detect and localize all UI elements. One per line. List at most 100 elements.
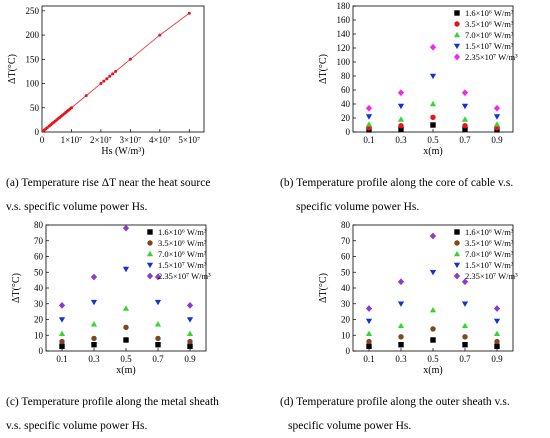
chart-d-panel: 0.1 0.3 0.5 0.7 0.9 0 10 20 30 40 50 60 70 80 ΔT(°C) x(… bbox=[275, 219, 550, 438]
chart-b-legend-label-4: 2.35×10⁷ W/m³ bbox=[465, 52, 518, 62]
chart-a-plot-frame bbox=[41, 5, 205, 133]
chart-d-caption: (d) Temperature profile along the outer … bbox=[280, 390, 510, 438]
chart-d-series-3 bbox=[365, 269, 501, 325]
chart-d-y-tick-label-3: 30 bbox=[341, 299, 351, 309]
chart-b-y-tick-label-7: 140 bbox=[337, 29, 351, 39]
chart-b-caption-line1: (b) Temperature profile along the core o… bbox=[280, 177, 514, 189]
chart-c-y-tick-label-3: 30 bbox=[34, 299, 44, 309]
chart-d-series-3-point-0 bbox=[365, 318, 373, 325]
chart-a-x-axis-title: Hs (W/m³) bbox=[101, 146, 144, 157]
chart-a-panel: 0 1×10⁷ 2×10⁷ 3×10⁷ 4×10⁷ 5×10⁷ 0 50 100 150 200 25… bbox=[0, 0, 275, 219]
chart-d-x-tick-label-1: 0.3 bbox=[395, 354, 407, 364]
chart-c-legend-marker-1 bbox=[147, 240, 153, 246]
chart-b-series-3 bbox=[365, 73, 501, 120]
chart-b-series-3-point-1 bbox=[397, 103, 405, 110]
chart-d-x-tick-label-0: 0.1 bbox=[363, 354, 374, 364]
chart-a-y-tick-label-0: 0 bbox=[35, 127, 40, 137]
chart-d-series-1-point-4 bbox=[494, 338, 500, 345]
chart-a-point-20 bbox=[84, 94, 88, 98]
chart-c-legend-label-0: 1.6×10⁶ W/m³ bbox=[158, 227, 207, 237]
chart-c-series-4-point-4 bbox=[186, 301, 194, 309]
chart-a-point-19 bbox=[69, 106, 73, 110]
chart-b-legend-label-2: 7.0×10⁶ W/m³ bbox=[465, 30, 514, 40]
chart-c-series-0-point-1 bbox=[91, 342, 97, 348]
chart-b-series-1-point-3 bbox=[462, 123, 468, 129]
chart-c-legend-label-1: 3.5×10⁶ W/m³ bbox=[158, 238, 207, 248]
chart-d-series-2 bbox=[365, 306, 501, 336]
chart-c-series-4-point-0 bbox=[58, 301, 66, 309]
chart-b-series-3-point-4 bbox=[493, 114, 501, 120]
chart-b-y-tick-label-4: 80 bbox=[341, 71, 351, 81]
chart-d-series-2-point-2 bbox=[429, 306, 437, 313]
chart-b-y-tick-label-6: 120 bbox=[337, 43, 351, 53]
chart-b-series-2-point-3 bbox=[461, 116, 469, 122]
chart-b-legend-marker-1 bbox=[454, 21, 460, 27]
chart-d-series-2-point-3 bbox=[461, 322, 469, 329]
chart-c-y-axis-title: ΔT(°C) bbox=[11, 273, 22, 303]
chart-c-x-tick-label-0: 0.1 bbox=[56, 354, 67, 364]
chart-c-series-1-point-0 bbox=[59, 338, 65, 345]
chart-c-series-3-point-3 bbox=[154, 299, 162, 306]
chart-a-y-tick-label-1: 50 bbox=[30, 103, 40, 113]
chart-b-legend-marker-0 bbox=[454, 10, 460, 16]
chart-c-series-2-point-0 bbox=[58, 330, 66, 336]
chart-c-x-tick-label-1: 0.3 bbox=[88, 354, 100, 364]
chart-d-legend-marker-4 bbox=[453, 272, 461, 280]
chart-a-x-tick-label-0: 0 bbox=[40, 135, 45, 145]
chart-d-legend-label-1: 3.5×10⁶ W/m³ bbox=[465, 238, 514, 248]
chart-b-x-tick-label-4: 0.9 bbox=[491, 135, 503, 145]
chart-d-x-tick-label-2: 0.5 bbox=[427, 354, 439, 364]
chart-b-series-1-point-2 bbox=[430, 114, 436, 121]
chart-a-y-tick-label-2: 100 bbox=[26, 79, 40, 89]
chart-c-series-4 bbox=[58, 224, 194, 309]
chart-c-series-2-point-3 bbox=[154, 321, 162, 327]
chart-a-point-27 bbox=[128, 57, 132, 61]
chart-c-y-tick-label-1: 10 bbox=[34, 330, 44, 340]
chart-d-series-4-point-4 bbox=[493, 305, 501, 312]
chart-a-point-22 bbox=[102, 79, 106, 83]
chart-d-series-0 bbox=[366, 337, 500, 349]
chart-d-series-4-point-3 bbox=[461, 278, 469, 286]
chart-b-y-tick-label-3: 60 bbox=[341, 85, 351, 95]
chart-b-series-0-point-2 bbox=[430, 122, 436, 128]
chart-c-series-3-point-4 bbox=[186, 317, 194, 323]
chart-c-legend-marker-3 bbox=[146, 262, 154, 269]
chart-c-series-0-point-4 bbox=[187, 343, 193, 349]
chart-b-y-tick-label-9: 180 bbox=[337, 1, 351, 11]
chart-c-y-tick-label-7: 70 bbox=[34, 236, 44, 246]
chart-d-legend-label-4: 2.35×10⁷ W/m³ bbox=[465, 271, 518, 281]
chart-c-series-2-point-4 bbox=[186, 330, 194, 336]
chart-c-x-axis-title: x(m) bbox=[116, 365, 135, 376]
chart-c-series-0-point-3 bbox=[155, 342, 161, 348]
chart-d-series-0-point-1 bbox=[398, 342, 404, 348]
chart-b-series-2-point-0 bbox=[365, 121, 373, 127]
chart-c-caption-line2: v.s. specific volume power Hs. bbox=[6, 420, 148, 432]
chart-d-series-1-point-3 bbox=[462, 334, 468, 340]
chart-c-y-tick-label-6: 60 bbox=[34, 252, 44, 262]
chart-a-y-tick-label-3: 150 bbox=[26, 54, 40, 64]
chart-c-y-tick-label-5: 50 bbox=[34, 267, 44, 277]
chart-b-series-4-point-0 bbox=[365, 104, 373, 112]
chart-d-series-1-point-1 bbox=[398, 334, 404, 340]
chart-d-y-tick-label-4: 40 bbox=[341, 283, 351, 293]
chart-a-caption: (a) Temperature rise ΔT near the heat so… bbox=[6, 171, 210, 219]
chart-a-x-tick-label-2: 2×10⁷ bbox=[90, 135, 112, 145]
chart-a: 0 1×10⁷ 2×10⁷ 3×10⁷ 4×10⁷ 5×10⁷ 0 50 100 150 200 25… bbox=[7, 5, 205, 157]
chart-c-series-1-point-3 bbox=[155, 335, 161, 342]
chart-d-series-1-point-0 bbox=[366, 338, 372, 345]
chart-c-x-tick-label-4: 0.9 bbox=[184, 354, 196, 364]
chart-a-caption-line2: v.s. specific volume power Hs. bbox=[6, 201, 148, 213]
chart-b-legend-label-0: 1.6×10⁶ W/m³ bbox=[465, 8, 514, 18]
chart-b-series-4 bbox=[365, 43, 501, 112]
chart-d-y-tick-label-5: 50 bbox=[341, 267, 351, 277]
chart-c-caption: (c) Temperature profile along the metal … bbox=[6, 390, 219, 438]
chart-d-series-3-point-3 bbox=[461, 301, 469, 307]
chart-d-y-tick-label-6: 60 bbox=[341, 252, 351, 262]
chart-b-legend-label-1: 3.5×10⁶ W/m³ bbox=[465, 19, 514, 29]
chart-d-legend: 1.6×10⁶ W/m³3.5×10⁶ W/m³7.0×10⁶ W/m³1.5×… bbox=[453, 227, 518, 281]
chart-c-series-2-point-1 bbox=[90, 321, 98, 327]
chart-b-series-1-point-1 bbox=[398, 123, 404, 129]
chart-d-series-3-point-4 bbox=[493, 318, 501, 325]
chart-d-caption-line1: (d) Temperature profile along the outer … bbox=[280, 396, 510, 408]
chart-c-series-1-point-1 bbox=[91, 335, 97, 342]
